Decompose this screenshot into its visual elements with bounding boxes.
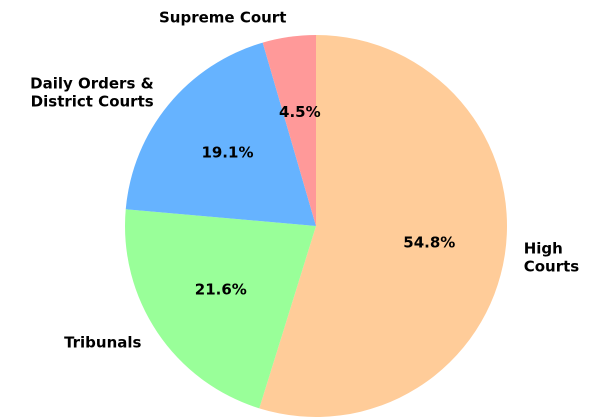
pct-label: 19.1% bbox=[201, 144, 253, 162]
category-label: Tribunals bbox=[64, 333, 141, 351]
pie-slice bbox=[259, 35, 508, 417]
pie-slice bbox=[125, 209, 316, 409]
category-label: High Courts bbox=[524, 239, 580, 275]
pct-label: 21.6% bbox=[195, 280, 247, 298]
pie-slice bbox=[262, 35, 316, 226]
pie-slice bbox=[125, 42, 316, 226]
pct-label: 54.8% bbox=[403, 234, 455, 252]
category-label: Supreme Court bbox=[159, 8, 286, 26]
pct-label: 4.5% bbox=[279, 103, 321, 121]
category-label: Daily Orders & District Courts bbox=[30, 74, 154, 110]
